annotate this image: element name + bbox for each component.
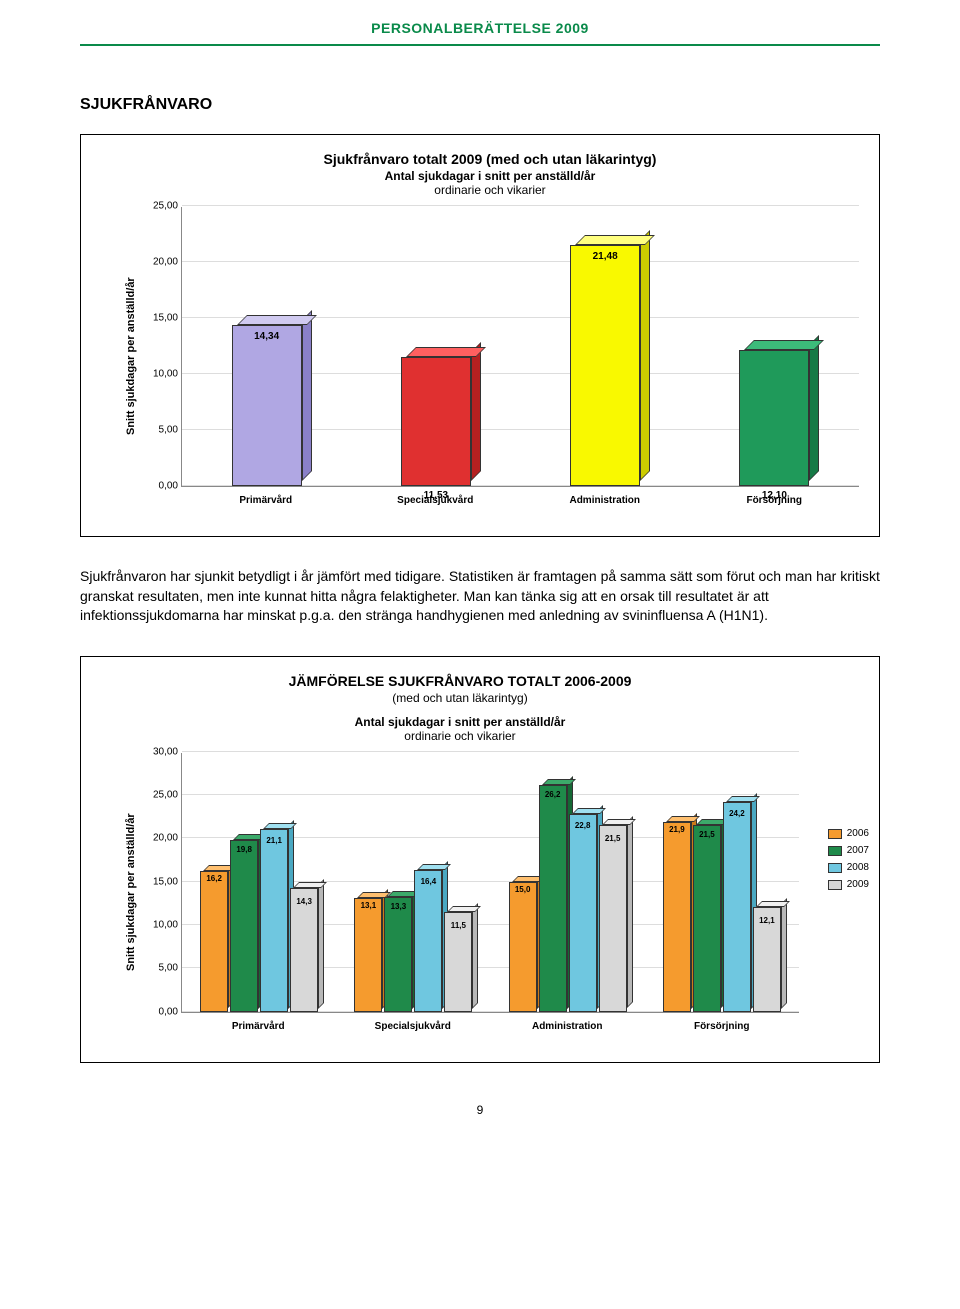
page-number: 9 — [80, 1103, 880, 1117]
chart1-plot: 0,005,0010,0015,0020,0025,0014,3411,5321… — [181, 207, 859, 487]
chart2-xticks: PrimärvårdSpecialsjukvårdAdministrationF… — [181, 1021, 799, 1032]
chart2-group: 16,219,821,114,3 — [182, 829, 336, 1012]
legend-item: 2008 — [828, 862, 869, 873]
chart1-ylabel: Snitt sjukdagar per anställd/år — [121, 207, 141, 506]
chart2-bar: 12,1 — [753, 907, 781, 1012]
chart2-bar: 21,1 — [260, 829, 288, 1012]
chart1-bar: 12,10 — [739, 350, 809, 486]
chart1-xtick: Administration — [520, 495, 690, 506]
chart2-xtick: Administration — [490, 1021, 645, 1032]
chart2-bar: 13,1 — [354, 898, 382, 1012]
chart1-ytick: 10,00 — [142, 369, 178, 380]
chart2-group: 15,026,222,821,5 — [491, 785, 645, 1012]
chart2-bar: 14,3 — [290, 888, 318, 1012]
chart2-bar: 15,0 — [509, 882, 537, 1012]
chart1-xticks: PrimärvårdSpecialsjukvårdAdministrationF… — [181, 495, 859, 506]
chart2-bar: 19,8 — [230, 840, 258, 1012]
chart2-bar: 16,4 — [414, 870, 442, 1012]
chart2-ytick: 10,00 — [142, 920, 178, 931]
chart2-group: 21,921,524,212,1 — [645, 802, 799, 1012]
chart2-ytick: 25,00 — [142, 790, 178, 801]
chart2-xtick: Försörjning — [645, 1021, 800, 1032]
chart1-ytick: 20,00 — [142, 257, 178, 268]
legend-item: 2007 — [828, 845, 869, 856]
page-header: PERSONALBERÄTTELSE 2009 — [80, 0, 880, 44]
chart1-bar: 21,48 — [570, 245, 640, 486]
chart2-subtitle3: ordinarie och vikarier — [121, 729, 799, 743]
chart1-ytick: 0,00 — [142, 481, 178, 492]
chart2-ylabel: Snitt sjukdagar per anställd/år — [121, 753, 141, 1032]
chart2-bar: 21,5 — [599, 825, 627, 1011]
chart2-bar: 13,3 — [384, 897, 412, 1012]
chart1-xtick: Primärvård — [181, 495, 351, 506]
chart2-bar: 26,2 — [539, 785, 567, 1012]
chart1-bar: 11,53 — [401, 357, 471, 486]
chart2-ytick: 15,00 — [142, 876, 178, 887]
chart2-ytick: 5,00 — [142, 963, 178, 974]
chart2-title: JÄMFÖRELSE SJUKFRÅNVARO TOTALT 2006-2009 — [121, 673, 799, 689]
chart1-ytick: 15,00 — [142, 313, 178, 324]
chart2-bar: 11,5 — [444, 912, 472, 1012]
chart2-xtick: Specialsjukvård — [336, 1021, 491, 1032]
chart2-box: JÄMFÖRELSE SJUKFRÅNVARO TOTALT 2006-2009… — [80, 656, 880, 1063]
section-title: SJUKFRÅNVARO — [80, 96, 880, 114]
legend-item: 2009 — [828, 879, 869, 890]
chart2-bar: 21,9 — [663, 822, 691, 1012]
body-paragraph: Sjukfrånvaron har sjunkit betydligt i år… — [80, 567, 880, 626]
chart2-plot: 0,005,0010,0015,0020,0025,0030,0016,219,… — [181, 753, 799, 1013]
chart1-ytick: 25,00 — [142, 201, 178, 212]
chart1-title: Sjukfrånvaro totalt 2009 (med och utan l… — [121, 151, 859, 167]
chart2-bar: 21,5 — [693, 825, 721, 1011]
chart1-ytick: 5,00 — [142, 425, 178, 436]
chart2-bar: 22,8 — [569, 814, 597, 1012]
chart2-ytick: 0,00 — [142, 1006, 178, 1017]
legend-item: 2006 — [828, 828, 869, 839]
chart1-box: Sjukfrånvaro totalt 2009 (med och utan l… — [80, 134, 880, 537]
chart2-legend: 2006 2007 2008 2009 — [828, 822, 869, 896]
chart2-bar: 24,2 — [723, 802, 751, 1012]
chart2-subtitle1: (med och utan läkarintyg) — [121, 691, 799, 705]
chart2-ytick: 20,00 — [142, 833, 178, 844]
chart2-ytick: 30,00 — [142, 746, 178, 757]
chart2-xtick: Primärvård — [181, 1021, 336, 1032]
chart2-subtitle2: Antal sjukdagar i snitt per anställd/år — [121, 715, 799, 729]
chart1-subtitle2: ordinarie och vikarier — [121, 183, 859, 197]
chart2-bar: 16,2 — [200, 871, 228, 1011]
chart2-group: 13,113,316,411,5 — [336, 870, 490, 1012]
chart1-subtitle: Antal sjukdagar i snitt per anställd/år — [121, 169, 859, 183]
chart1-bar: 14,34 — [232, 325, 302, 486]
header-rule — [80, 44, 880, 46]
